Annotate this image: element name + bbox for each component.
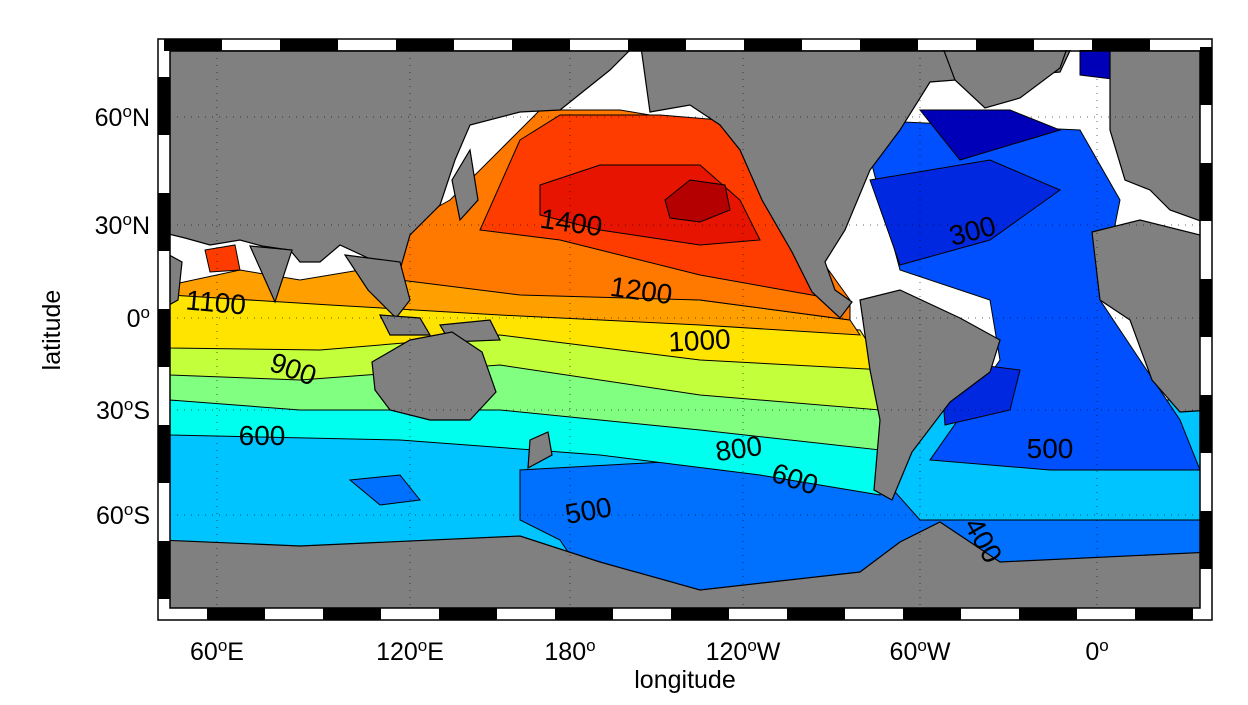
tick-number: 60 — [190, 638, 218, 666]
tick-hemisphere: N — [132, 104, 150, 132]
contour-label: 500 — [1027, 433, 1074, 464]
contour-label: 600 — [239, 420, 286, 451]
contour-field — [170, 50, 1200, 608]
land-india — [249, 245, 293, 304]
y-axis-label: latitude — [38, 290, 66, 371]
tick-number: 180 — [544, 638, 586, 666]
tick-label: 120oW — [706, 636, 781, 666]
land-japan — [451, 148, 479, 222]
tick-label: 60oW — [890, 636, 951, 666]
tick-label: 0o — [1085, 636, 1108, 666]
band-200-300 — [869, 159, 1062, 266]
land-southeast-asia — [343, 254, 411, 319]
tick-label: 30oS — [96, 395, 150, 425]
tick-degree: o — [124, 500, 133, 519]
tick-degree: o — [418, 636, 427, 655]
tick-number: 0 — [1085, 638, 1099, 666]
tick-degree: o — [218, 636, 227, 655]
tick-hemisphere: S — [133, 397, 150, 425]
tick-number: 0 — [127, 305, 141, 333]
tick-number: 60 — [890, 638, 918, 666]
tick-degree: o — [141, 303, 150, 322]
land-new-zealand — [527, 431, 553, 470]
tick-label: 180o — [544, 636, 595, 666]
tick-number: 30 — [96, 397, 124, 425]
x-axis-label: longitude — [634, 666, 735, 694]
tick-degree: o — [122, 210, 131, 229]
tick-label: 60oS — [96, 500, 150, 530]
tick-degree: o — [747, 636, 756, 655]
tick-label: 60oE — [190, 636, 244, 666]
band-100-200 — [918, 109, 1062, 161]
tick-degree: o — [586, 636, 595, 655]
contour-label: 800 — [713, 430, 764, 467]
tick-degree: o — [917, 636, 926, 655]
land-australia — [371, 331, 497, 421]
tick-hemisphere: W — [927, 638, 951, 666]
tick-hemisphere: W — [757, 638, 781, 666]
land-europe — [1109, 50, 1200, 222]
land-south-america — [859, 289, 1001, 501]
tick-label: 120oE — [376, 636, 444, 666]
land-north-america — [640, 50, 1071, 319]
tick-degree: o — [122, 102, 131, 121]
tick-hemisphere: S — [133, 502, 150, 530]
band-1200-1300 — [204, 244, 241, 273]
tick-number: 60 — [95, 104, 123, 132]
tick-degree: o — [124, 395, 133, 414]
contour-label: 1100 — [184, 284, 247, 320]
tick-degree: o — [1099, 636, 1108, 655]
land-africa-east — [170, 254, 183, 306]
tick-number: 60 — [96, 502, 124, 530]
map-frame-outer — [157, 38, 1213, 621]
land-greenland — [943, 50, 1068, 109]
land-antarctica — [170, 521, 1200, 608]
tick-label: 60oN — [95, 102, 150, 132]
tick-number: 120 — [376, 638, 418, 666]
tick-number: 30 — [95, 212, 123, 240]
tick-label: 0o — [127, 303, 150, 333]
tick-label: 30oN — [95, 210, 150, 240]
tick-hemisphere: E — [227, 638, 244, 666]
tick-labels: 60oE 120oE 180o 120oW 60oW 0o60oN30oN0o30oS60… — [95, 102, 1109, 666]
band-400-500 — [348, 474, 421, 506]
map-frame — [158, 39, 1212, 620]
contour-label: 1000 — [668, 323, 732, 357]
band-1400-1500 — [664, 179, 731, 223]
tick-hemisphere: E — [427, 638, 444, 666]
tick-number: 120 — [706, 638, 748, 666]
land-africa — [1091, 219, 1200, 413]
map-frame-inner — [169, 50, 1201, 609]
tick-hemisphere: N — [132, 212, 150, 240]
land-indonesia — [378, 314, 432, 336]
